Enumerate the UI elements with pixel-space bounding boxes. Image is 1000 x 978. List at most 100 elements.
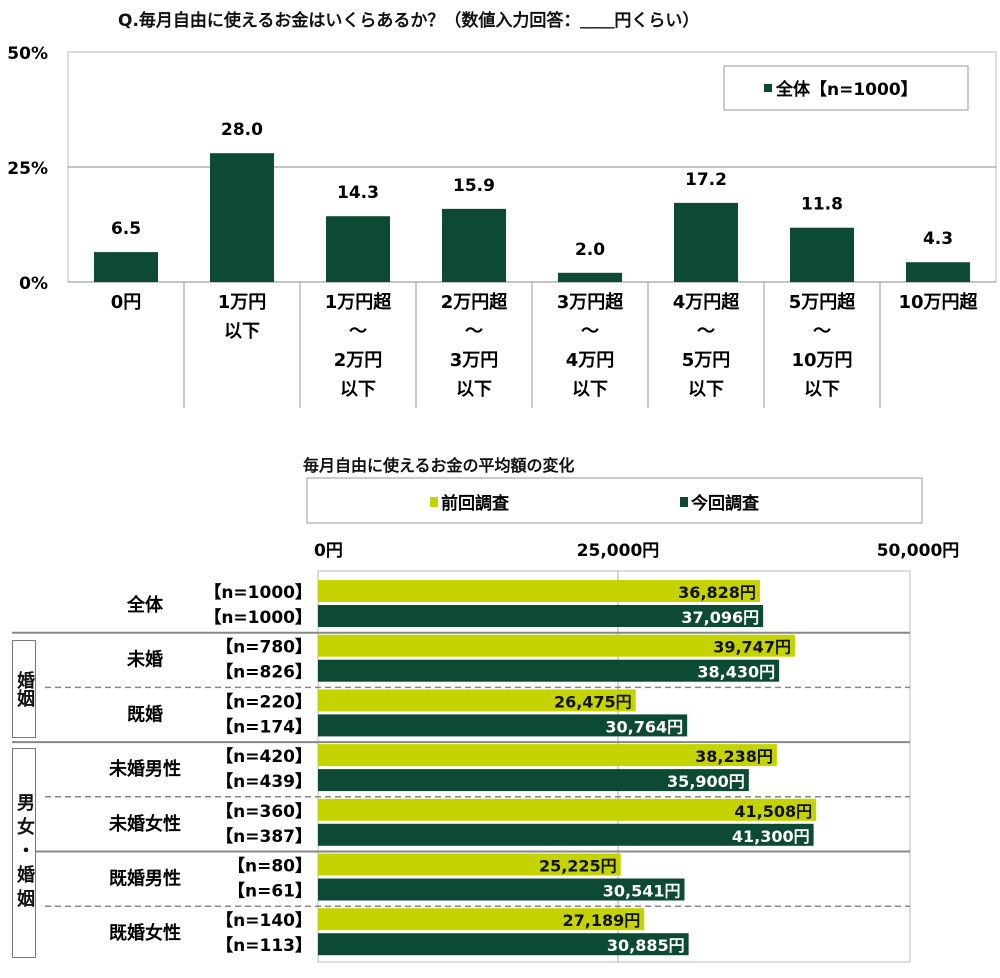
data-label: 6.5 [111, 219, 141, 239]
x-tick-label: 1万円超 [325, 291, 393, 313]
bar [790, 227, 854, 282]
legend-label: 今回調査 [691, 493, 760, 514]
chart2-title: 毎月自由に使えるお金の平均額の変化 [303, 456, 575, 475]
x-tick-label: ～ [697, 321, 715, 342]
x-tick-label: 3万円超 [557, 291, 625, 313]
bar [318, 605, 764, 627]
category-label: 全体 [126, 594, 164, 616]
x-tick-label: ～ [349, 321, 367, 342]
data-label: 26,475円 [554, 692, 632, 711]
category-label: 既婚 [127, 703, 163, 725]
x-tick-label: 10万円超 [898, 291, 978, 313]
data-label: 41,300円 [732, 827, 810, 846]
n-label: 【n=80】 [228, 856, 312, 877]
x-tick-label: ～ [581, 321, 599, 342]
n-label: 【n=220】 [216, 691, 312, 712]
x-tick-label: 以下 [804, 379, 840, 400]
legend-box [306, 477, 923, 524]
data-label: 39,747円 [713, 638, 791, 657]
n-label: 【n=420】 [216, 746, 312, 767]
n-label: 【n=826】 [216, 662, 312, 683]
category-label: 既婚男性 [109, 868, 181, 890]
y-tick-label: 50% [7, 44, 48, 64]
data-label: 4.3 [923, 229, 953, 249]
n-label: 【n=140】 [216, 910, 312, 931]
legend-label: 前回調査 [441, 493, 510, 514]
data-label: 30,541円 [603, 882, 681, 901]
x-tick-label: 5万円 [682, 350, 731, 371]
bar [318, 853, 621, 876]
legend-box [723, 65, 969, 111]
x-tick-label: 2万円超 [441, 291, 509, 313]
legend-label: 全体【n=1000】 [775, 79, 918, 100]
bar [318, 689, 636, 712]
y-tick-label: 0% [19, 274, 48, 294]
data-label: 17.2 [685, 170, 727, 190]
bar [558, 272, 622, 282]
x-tick-label: 50,000円 [877, 541, 960, 561]
x-tick-label: 以下 [572, 379, 608, 400]
data-label: 30,764円 [605, 717, 683, 736]
bar [674, 202, 738, 282]
section-label-marriage: 婚姻 [12, 640, 36, 738]
x-tick-label: 4万円 [566, 350, 615, 371]
bar [318, 769, 749, 792]
data-label: 2.0 [575, 240, 605, 260]
bar [318, 933, 689, 956]
n-label: 【n=61】 [228, 881, 312, 902]
category-label: 未婚男性 [109, 758, 181, 780]
bar [318, 744, 777, 767]
category-label: 既婚女性 [109, 922, 181, 944]
bar [318, 714, 688, 737]
bar [210, 153, 274, 282]
bar [318, 878, 685, 901]
bar [318, 823, 814, 846]
n-label: 【n=360】 [216, 801, 312, 822]
legend-swatch [680, 497, 688, 507]
x-tick-label: ～ [813, 321, 831, 342]
section-label-gender-marriage: 男女・婚姻 [12, 748, 36, 958]
data-label: 14.3 [337, 183, 379, 203]
legend-swatch [764, 84, 772, 92]
bar [318, 798, 817, 821]
x-tick-label: 2万円 [334, 350, 383, 371]
n-label: 【n=1000】 [204, 607, 312, 628]
data-label: 30,885円 [607, 936, 685, 955]
x-tick-label: 10万円 [791, 350, 852, 371]
x-tick-label: 0円 [111, 292, 142, 313]
legend-swatch [430, 497, 438, 507]
x-tick-label: 5万円超 [789, 291, 857, 313]
n-label: 【n=174】 [216, 716, 312, 737]
bar [318, 659, 780, 682]
bar [318, 908, 645, 931]
data-label: 37,096円 [681, 608, 759, 627]
bar [318, 634, 795, 657]
category-label: 未婚 [127, 649, 163, 671]
n-label: 【n=387】 [216, 826, 312, 847]
plot-area [317, 570, 911, 963]
n-label: 【n=439】 [216, 771, 312, 792]
data-label: 11.8 [801, 195, 843, 215]
bar [318, 580, 760, 602]
data-label: 28.0 [221, 120, 263, 140]
y-tick-label: 25% [7, 159, 48, 179]
x-tick-label: 0円 [314, 541, 343, 561]
x-tick-label: 以下 [224, 321, 260, 342]
bar [326, 216, 390, 282]
n-label: 【n=1000】 [204, 582, 312, 603]
n-label: 【n=780】 [216, 637, 312, 658]
x-tick-label: 以下 [456, 379, 492, 400]
x-tick-label: 1万円 [218, 292, 267, 313]
x-tick-label: ～ [465, 321, 483, 342]
data-label: 38,238円 [695, 747, 773, 766]
data-label: 15.9 [453, 176, 495, 196]
data-label: 25,225円 [539, 857, 617, 876]
x-tick-label: 25,000円 [577, 541, 660, 561]
bar [442, 208, 506, 282]
x-tick-label: 4万円超 [673, 291, 741, 313]
x-tick-label: 以下 [340, 379, 376, 400]
bar [906, 262, 970, 282]
data-label: 36,828円 [678, 583, 756, 602]
